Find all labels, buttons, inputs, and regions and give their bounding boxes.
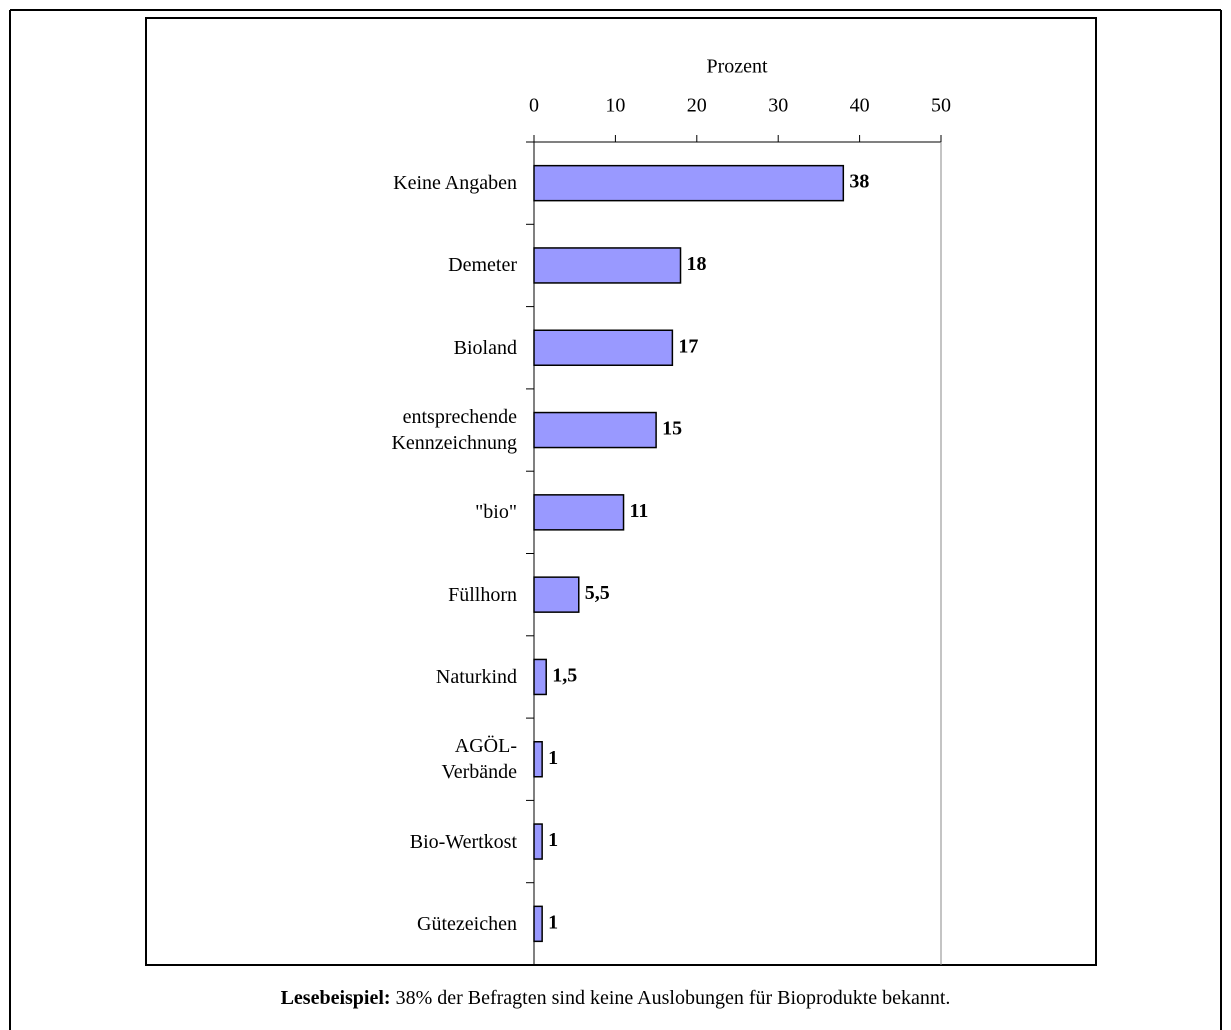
bar xyxy=(533,741,543,778)
value-label: 11 xyxy=(630,500,649,522)
x-tick-label: 20 xyxy=(687,95,707,117)
value-label: 17 xyxy=(678,335,698,357)
note: Lesebeispiel: 38% der Befragten sind kei… xyxy=(0,987,1231,1010)
category-label: "bio" xyxy=(475,501,517,524)
bar xyxy=(533,823,543,860)
value-label: 15 xyxy=(662,418,682,440)
x-tick-label: 0 xyxy=(529,95,539,117)
x-tick-label: 40 xyxy=(850,95,870,117)
category-label: Bioland xyxy=(453,336,517,359)
bar xyxy=(533,576,580,613)
axis-title: Prozent xyxy=(706,56,768,78)
category-label: Bio-Wertkost xyxy=(409,830,517,853)
bar xyxy=(533,329,674,366)
x-tick-label: 50 xyxy=(931,95,951,117)
bar xyxy=(533,247,682,284)
bar xyxy=(533,658,547,696)
bar xyxy=(533,164,845,202)
bar xyxy=(533,411,657,449)
category-label: Naturkind xyxy=(435,665,517,688)
bar xyxy=(533,494,625,531)
category-label: entsprechende Kennzeichnung xyxy=(391,406,517,455)
note-bold: Lesebeispiel: xyxy=(280,987,391,1009)
category-label: AGÖL- Verbände xyxy=(441,735,517,784)
value-label: 1 xyxy=(548,747,558,769)
category-label: Füllhorn xyxy=(448,583,517,606)
category-label: Gütezeichen xyxy=(417,912,517,935)
value-label: 38 xyxy=(849,171,869,193)
bar xyxy=(533,905,543,943)
value-label: 5,5 xyxy=(585,582,610,604)
note-text: 38% der Befragten sind keine Auslobungen… xyxy=(395,987,951,1009)
value-label: 1 xyxy=(548,911,558,933)
value-label: 1,5 xyxy=(552,665,577,687)
chart-box xyxy=(145,17,1097,966)
x-tick-label: 30 xyxy=(768,95,788,117)
value-label: 1 xyxy=(548,829,558,851)
value-label: 18 xyxy=(687,253,707,275)
x-tick-label: 10 xyxy=(605,95,625,117)
category-label: Demeter xyxy=(448,254,517,277)
category-label: Keine Angaben xyxy=(393,172,517,195)
